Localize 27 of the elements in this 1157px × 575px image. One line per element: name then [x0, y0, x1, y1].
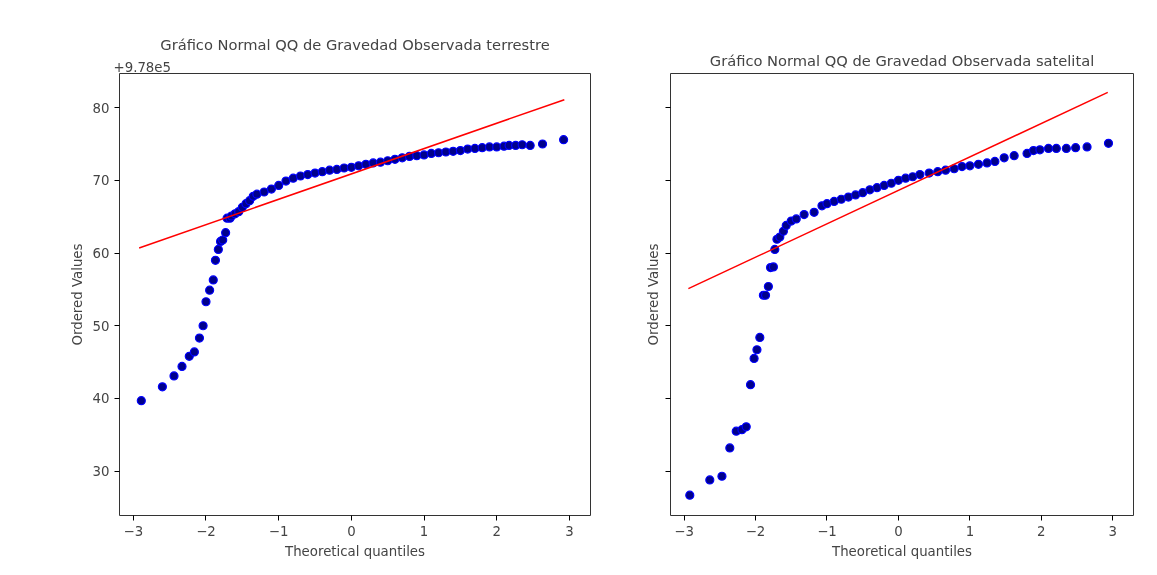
- x-tick-label: −3: [123, 523, 144, 539]
- x-tick-label: −2: [745, 523, 766, 539]
- y-tick-label: 60: [92, 246, 110, 262]
- y-tick-label: 80: [92, 100, 110, 116]
- x-tick-label: −2: [196, 523, 216, 539]
- y-axis-title: Ordered Values: [645, 243, 661, 346]
- x-tick-label: 2: [1037, 523, 1046, 539]
- x-tick-label: −3: [674, 523, 694, 539]
- x-tick-label: −1: [817, 523, 837, 539]
- x-axis-title: Theoretical quantiles: [284, 543, 426, 559]
- y-tick-label: 40: [92, 391, 110, 407]
- x-tick-label: 3: [565, 523, 574, 539]
- y-tick-label: 30: [92, 464, 110, 480]
- x-tick-label: 1: [419, 523, 429, 539]
- y-tick-label: 50: [92, 318, 110, 334]
- y-axis-title: Ordered Values: [69, 243, 85, 346]
- x-tick-label: 0: [347, 523, 356, 539]
- chart-title: Gráfico Normal QQ de Gravedad Observada satelital: [709, 51, 1095, 69]
- chart-title: Gráfico Normal QQ de Gravedad Observada terrestre: [160, 35, 550, 53]
- x-tick-label: −1: [268, 523, 289, 539]
- x-tick-label: 1: [965, 523, 975, 539]
- annotation: +9.78e5: [113, 59, 172, 75]
- y-tick-label: 70: [92, 173, 110, 189]
- x-tick-label: 2: [492, 523, 501, 539]
- x-tick-label: 0: [894, 523, 903, 539]
- x-axis-title: Theoretical quantiles: [831, 543, 973, 559]
- x-tick-label: 3: [1108, 523, 1118, 539]
